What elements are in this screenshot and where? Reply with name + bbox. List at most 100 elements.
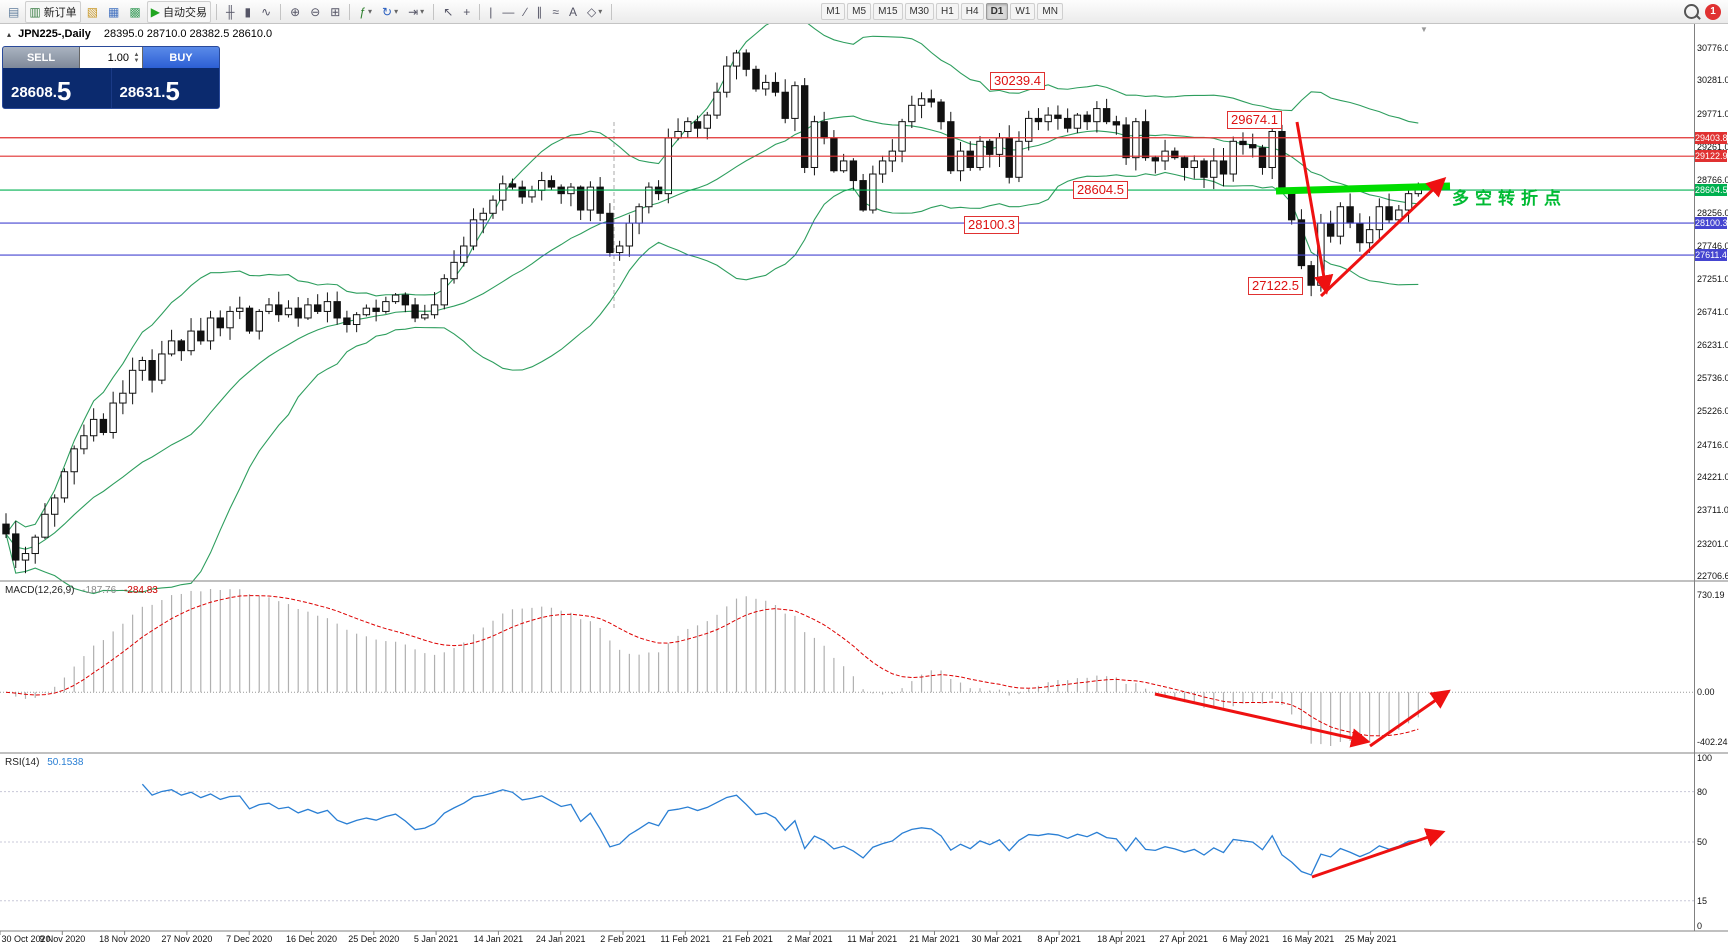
fibonacci-icon-icon: ≈ — [552, 4, 559, 19]
bollinger-band — [5, 115, 1419, 550]
timeframe-h4[interactable]: H4 — [960, 3, 984, 20]
support-highlight-line[interactable] — [1275, 182, 1451, 195]
collapse-icon[interactable]: ▴ — [7, 30, 12, 39]
candlestick-chart-icon[interactable]: ▮ — [240, 1, 255, 23]
trendline-icon[interactable]: ∕ — [520, 1, 530, 23]
buy-price-main: 28631. — [119, 84, 166, 101]
macd-histogram — [15, 589, 1419, 746]
trade-panel-price-row: 28608. 5 28631. 5 — [3, 68, 219, 108]
horizontal-line-icon[interactable]: — — [498, 1, 518, 23]
sell-button[interactable]: SELL — [3, 47, 79, 68]
price-callout[interactable]: 29674.1 — [1227, 111, 1282, 129]
channel-icon[interactable]: ∥ — [532, 1, 546, 23]
tile-windows-icon[interactable]: ⊞ — [326, 1, 344, 23]
search-icon[interactable] — [1684, 4, 1699, 19]
candles — [2, 49, 1422, 574]
timeframe-h1[interactable]: H1 — [935, 3, 959, 20]
chevron-down-icon: ▾ — [420, 7, 425, 16]
crosshair-icon[interactable]: + — [459, 1, 474, 23]
buy-button[interactable]: BUY — [143, 47, 219, 68]
notification-badge[interactable]: 1 — [1705, 3, 1721, 20]
market-watch-icon[interactable]: ▦ — [104, 1, 123, 23]
autotrading-button[interactable]: ▶ 自动交易 — [146, 0, 211, 23]
volume-input[interactable]: 1.00 ▲ ▼ — [79, 47, 143, 68]
toolbar-separator — [611, 3, 613, 20]
timeframe-m5[interactable]: M5 — [847, 3, 872, 20]
navigator-icon-icon: ▩ — [129, 4, 141, 19]
trend-arrow[interactable] — [1369, 689, 1451, 748]
new-order-button-label: 新订单 — [43, 6, 77, 19]
trendline-icon-icon: ∕ — [524, 4, 527, 19]
toolbar-separator — [349, 3, 351, 20]
ohlc-values: 28395.0 28710.0 28382.5 28610.0 — [103, 28, 273, 40]
text-icon-icon: A — [569, 4, 578, 19]
bollinger-band — [5, 171, 1419, 595]
symbol-period-label: JPN225-,Daily — [18, 28, 91, 40]
turning-point-annotation[interactable]: 多空转折点 — [1452, 189, 1567, 208]
zoom-out-icon-icon: ⊖ — [310, 4, 321, 19]
timeframe-m15[interactable]: M15 — [873, 3, 903, 20]
volume-increase-button[interactable]: ▲ — [133, 51, 140, 58]
timeframe-m1[interactable]: M1 — [821, 3, 846, 20]
timeframe-m30[interactable]: M30 — [904, 3, 934, 20]
navigator-icon[interactable]: ▩ — [125, 1, 144, 23]
timeframe-mn[interactable]: MN — [1037, 3, 1063, 20]
price-callout[interactable]: 27122.5 — [1248, 277, 1303, 295]
zoom-out-icon[interactable]: ⊖ — [306, 1, 324, 23]
toolbar-items: ▤ ▥ 新订单 ▧ ▦ ▩ ▶ 自动交易 ╫ ▮ ∿ ⊕ ⊖ ⊞ ƒ ▾ ↻ ▾ ⇥ ▾ ↖ + | — ∕ ∥ ≈ A ◇ ▾ M1 M5 M… — [3, 0, 1064, 23]
folder-icon[interactable]: ▧ — [83, 1, 102, 23]
price-callout[interactable]: 30239.4 — [990, 72, 1045, 90]
vertical-line-icon[interactable]: | — [485, 1, 496, 23]
price-callout[interactable]: 28604.5 — [1073, 181, 1128, 199]
volume-spinner: ▲ ▼ — [131, 52, 142, 64]
toolbar-separator — [215, 3, 217, 20]
text-icon[interactable]: A — [565, 1, 581, 23]
cursor-icon-icon: ↖ — [443, 4, 454, 19]
chevron-down-icon: ▾ — [394, 7, 399, 16]
autoscroll-icon-icon: ↻ — [382, 4, 393, 19]
new-chart-icon[interactable]: ▤ — [4, 1, 23, 23]
volume-value[interactable]: 1.00 — [107, 51, 129, 64]
chart-shift-icon-icon: ⇥ — [408, 4, 419, 19]
timeframe-d1[interactable]: D1 — [985, 3, 1009, 20]
market-watch-icon-icon: ▦ — [108, 4, 120, 19]
chart-title: ▴ JPN225-,Daily 28395.0 28710.0 28382.5 … — [7, 28, 272, 40]
trade-panel-divider — [110, 68, 112, 108]
new-order-button[interactable]: ▥ 新订单 — [25, 0, 81, 23]
new-chart-icon-icon: ▤ — [8, 4, 20, 19]
bar-chart-icon[interactable]: ╫ — [222, 1, 239, 23]
cursor-icon[interactable]: ↖ — [439, 1, 457, 23]
rsi-name: RSI(14) — [5, 757, 40, 768]
fibonacci-icon[interactable]: ≈ — [548, 1, 563, 23]
chevron-down-icon: ▾ — [368, 7, 373, 16]
shapes-icon-icon: ◇ — [587, 4, 597, 19]
trend-arrow[interactable] — [1154, 692, 1371, 748]
bar-chart-icon-icon: ╫ — [225, 4, 235, 19]
rsi-value: 50.1538 — [47, 757, 84, 768]
trend-arrow[interactable] — [1311, 828, 1446, 879]
macd-value-2: -284.83 — [123, 585, 158, 596]
rsi-line — [141, 783, 1419, 876]
indicators-icon[interactable]: ƒ ▾ — [355, 1, 376, 23]
buy-price[interactable]: 28631. 5 — [112, 68, 220, 108]
folder-icon-icon: ▧ — [86, 4, 99, 19]
autotrading-icon: ▶ — [150, 4, 160, 19]
shapes-icon[interactable]: ◇ ▾ — [583, 1, 606, 23]
trend-arrow[interactable] — [1319, 176, 1447, 298]
trade-panel-top-row: SELL 1.00 ▲ ▼ BUY — [3, 47, 219, 68]
sell-price[interactable]: 28608. 5 — [3, 68, 111, 108]
timeframe-w1[interactable]: W1 — [1010, 3, 1036, 20]
rsi-label: RSI(14) 50.1538 — [5, 757, 83, 768]
price-callout[interactable]: 28100.3 — [964, 216, 1019, 234]
volume-decrease-button[interactable]: ▼ — [133, 57, 140, 64]
trend-arrow[interactable] — [1295, 121, 1334, 295]
line-chart-icon-icon: ∿ — [261, 4, 272, 19]
macd-value-1: -187.76 — [82, 585, 117, 596]
sell-price-main: 28608. — [11, 84, 57, 101]
chart-shift-icon[interactable]: ⇥ ▾ — [404, 1, 428, 23]
line-chart-icon[interactable]: ∿ — [257, 1, 275, 23]
zoom-in-icon[interactable]: ⊕ — [286, 1, 304, 23]
macd-label: MACD(12,26,9) -187.76 -284.83 — [5, 585, 158, 596]
autoscroll-icon[interactable]: ↻ ▾ — [378, 1, 402, 23]
